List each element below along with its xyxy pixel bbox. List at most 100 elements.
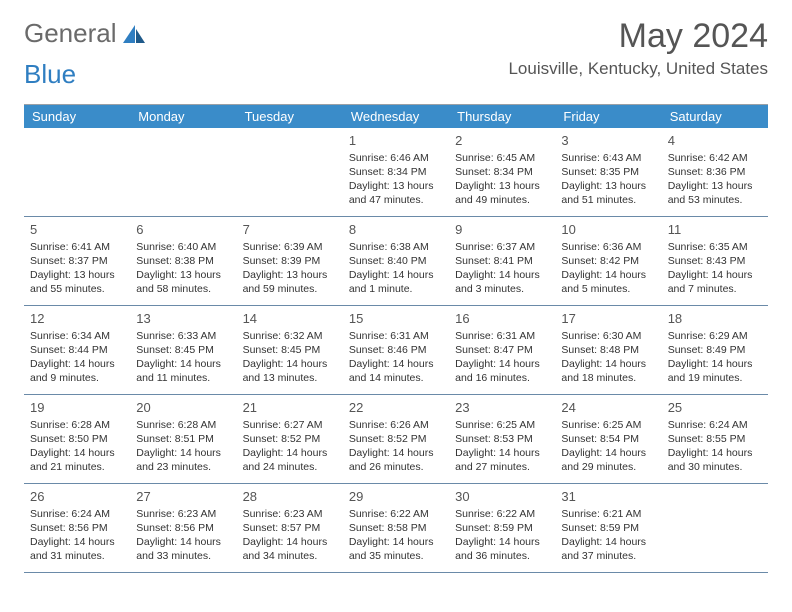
daylight-text: and 49 minutes. bbox=[455, 193, 549, 207]
day-number: 12 bbox=[30, 310, 124, 328]
sunset-text: Sunset: 8:49 PM bbox=[668, 343, 762, 357]
day-number: 25 bbox=[668, 399, 762, 417]
day-number: 26 bbox=[30, 488, 124, 506]
daylight-text: Daylight: 13 hours bbox=[349, 179, 443, 193]
day-cell: 15Sunrise: 6:31 AMSunset: 8:46 PMDayligh… bbox=[343, 306, 449, 394]
sunset-text: Sunset: 8:51 PM bbox=[136, 432, 230, 446]
week-row: 1Sunrise: 6:46 AMSunset: 8:34 PMDaylight… bbox=[24, 128, 768, 217]
day-cell: 6Sunrise: 6:40 AMSunset: 8:38 PMDaylight… bbox=[130, 217, 236, 305]
dow-thu: Thursday bbox=[449, 105, 555, 128]
daylight-text: and 34 minutes. bbox=[243, 549, 337, 563]
day-cell: 18Sunrise: 6:29 AMSunset: 8:49 PMDayligh… bbox=[662, 306, 768, 394]
dow-wed: Wednesday bbox=[343, 105, 449, 128]
daylight-text: Daylight: 14 hours bbox=[455, 446, 549, 460]
day-number: 27 bbox=[136, 488, 230, 506]
day-cell: 26Sunrise: 6:24 AMSunset: 8:56 PMDayligh… bbox=[24, 484, 130, 572]
sunrise-text: Sunrise: 6:36 AM bbox=[561, 240, 655, 254]
daylight-text: and 7 minutes. bbox=[668, 282, 762, 296]
sunrise-text: Sunrise: 6:28 AM bbox=[30, 418, 124, 432]
day-number: 15 bbox=[349, 310, 443, 328]
daylight-text: Daylight: 14 hours bbox=[243, 535, 337, 549]
daylight-text: and 27 minutes. bbox=[455, 460, 549, 474]
sunset-text: Sunset: 8:44 PM bbox=[30, 343, 124, 357]
daylight-text: Daylight: 14 hours bbox=[30, 535, 124, 549]
daylight-text: Daylight: 13 hours bbox=[136, 268, 230, 282]
daylight-text: and 29 minutes. bbox=[561, 460, 655, 474]
sunrise-text: Sunrise: 6:23 AM bbox=[136, 507, 230, 521]
sunset-text: Sunset: 8:40 PM bbox=[349, 254, 443, 268]
sunset-text: Sunset: 8:59 PM bbox=[561, 521, 655, 535]
sunrise-text: Sunrise: 6:23 AM bbox=[243, 507, 337, 521]
day-number: 13 bbox=[136, 310, 230, 328]
daylight-text: and 11 minutes. bbox=[136, 371, 230, 385]
sunrise-text: Sunrise: 6:31 AM bbox=[349, 329, 443, 343]
daylight-text: Daylight: 14 hours bbox=[349, 446, 443, 460]
daylight-text: Daylight: 14 hours bbox=[668, 357, 762, 371]
daylight-text: Daylight: 14 hours bbox=[349, 357, 443, 371]
sunrise-text: Sunrise: 6:22 AM bbox=[455, 507, 549, 521]
day-cell: 28Sunrise: 6:23 AMSunset: 8:57 PMDayligh… bbox=[237, 484, 343, 572]
week-row: 5Sunrise: 6:41 AMSunset: 8:37 PMDaylight… bbox=[24, 217, 768, 306]
sunrise-text: Sunrise: 6:40 AM bbox=[136, 240, 230, 254]
day-cell: 4Sunrise: 6:42 AMSunset: 8:36 PMDaylight… bbox=[662, 128, 768, 216]
daylight-text: Daylight: 14 hours bbox=[455, 357, 549, 371]
day-number: 30 bbox=[455, 488, 549, 506]
day-cell: 10Sunrise: 6:36 AMSunset: 8:42 PMDayligh… bbox=[555, 217, 661, 305]
day-cell: 3Sunrise: 6:43 AMSunset: 8:35 PMDaylight… bbox=[555, 128, 661, 216]
sunset-text: Sunset: 8:41 PM bbox=[455, 254, 549, 268]
calendar-page: General May 2024 Louisville, Kentucky, U… bbox=[0, 0, 792, 612]
daylight-text: and 16 minutes. bbox=[455, 371, 549, 385]
daylight-text: and 51 minutes. bbox=[561, 193, 655, 207]
sunset-text: Sunset: 8:38 PM bbox=[136, 254, 230, 268]
daylight-text: Daylight: 14 hours bbox=[136, 357, 230, 371]
sunrise-text: Sunrise: 6:33 AM bbox=[136, 329, 230, 343]
daylight-text: Daylight: 13 hours bbox=[30, 268, 124, 282]
sunrise-text: Sunrise: 6:35 AM bbox=[668, 240, 762, 254]
sunrise-text: Sunrise: 6:21 AM bbox=[561, 507, 655, 521]
sunset-text: Sunset: 8:54 PM bbox=[561, 432, 655, 446]
daylight-text: Daylight: 14 hours bbox=[561, 268, 655, 282]
day-cell: 29Sunrise: 6:22 AMSunset: 8:58 PMDayligh… bbox=[343, 484, 449, 572]
sunrise-text: Sunrise: 6:34 AM bbox=[30, 329, 124, 343]
daylight-text: Daylight: 14 hours bbox=[668, 268, 762, 282]
daylight-text: Daylight: 13 hours bbox=[668, 179, 762, 193]
sunset-text: Sunset: 8:35 PM bbox=[561, 165, 655, 179]
daylight-text: Daylight: 14 hours bbox=[136, 446, 230, 460]
day-cell: 31Sunrise: 6:21 AMSunset: 8:59 PMDayligh… bbox=[555, 484, 661, 572]
logo-sail-icon bbox=[121, 23, 147, 45]
daylight-text: Daylight: 13 hours bbox=[243, 268, 337, 282]
day-number: 8 bbox=[349, 221, 443, 239]
daylight-text: and 31 minutes. bbox=[30, 549, 124, 563]
day-cell: 8Sunrise: 6:38 AMSunset: 8:40 PMDaylight… bbox=[343, 217, 449, 305]
weeks-container: 1Sunrise: 6:46 AMSunset: 8:34 PMDaylight… bbox=[24, 128, 768, 573]
sunset-text: Sunset: 8:42 PM bbox=[561, 254, 655, 268]
sunrise-text: Sunrise: 6:24 AM bbox=[668, 418, 762, 432]
sunset-text: Sunset: 8:53 PM bbox=[455, 432, 549, 446]
week-row: 19Sunrise: 6:28 AMSunset: 8:50 PMDayligh… bbox=[24, 395, 768, 484]
day-cell: 20Sunrise: 6:28 AMSunset: 8:51 PMDayligh… bbox=[130, 395, 236, 483]
day-number: 21 bbox=[243, 399, 337, 417]
daylight-text: Daylight: 14 hours bbox=[349, 535, 443, 549]
daylight-text: and 23 minutes. bbox=[136, 460, 230, 474]
dow-sun: Sunday bbox=[24, 105, 130, 128]
sunrise-text: Sunrise: 6:37 AM bbox=[455, 240, 549, 254]
day-number: 10 bbox=[561, 221, 655, 239]
logo-text-blue: Blue bbox=[24, 59, 76, 90]
daylight-text: and 21 minutes. bbox=[30, 460, 124, 474]
daylight-text: and 5 minutes. bbox=[561, 282, 655, 296]
day-cell: 13Sunrise: 6:33 AMSunset: 8:45 PMDayligh… bbox=[130, 306, 236, 394]
day-number: 14 bbox=[243, 310, 337, 328]
day-cell: 5Sunrise: 6:41 AMSunset: 8:37 PMDaylight… bbox=[24, 217, 130, 305]
day-number: 31 bbox=[561, 488, 655, 506]
day-cell: 1Sunrise: 6:46 AMSunset: 8:34 PMDaylight… bbox=[343, 128, 449, 216]
dow-sat: Saturday bbox=[662, 105, 768, 128]
sunset-text: Sunset: 8:48 PM bbox=[561, 343, 655, 357]
sunrise-text: Sunrise: 6:25 AM bbox=[455, 418, 549, 432]
day-number: 29 bbox=[349, 488, 443, 506]
day-cell: 25Sunrise: 6:24 AMSunset: 8:55 PMDayligh… bbox=[662, 395, 768, 483]
day-cell: 23Sunrise: 6:25 AMSunset: 8:53 PMDayligh… bbox=[449, 395, 555, 483]
sunrise-text: Sunrise: 6:46 AM bbox=[349, 151, 443, 165]
sunrise-text: Sunrise: 6:22 AM bbox=[349, 507, 443, 521]
empty-cell bbox=[130, 128, 236, 216]
location-text: Louisville, Kentucky, United States bbox=[508, 59, 768, 79]
